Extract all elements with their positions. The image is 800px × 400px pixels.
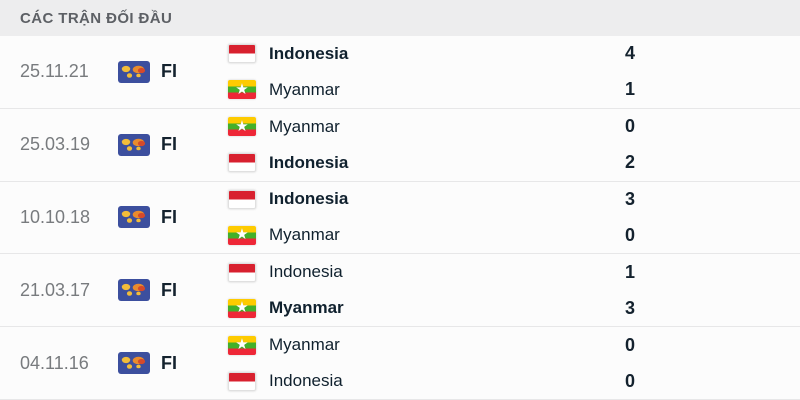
indonesia-flag-icon xyxy=(228,371,256,391)
team-line: Indonesia xyxy=(228,368,625,394)
team-name: Indonesia xyxy=(269,43,349,63)
team-name: Myanmar xyxy=(269,335,340,355)
competition-code: FI xyxy=(161,61,177,82)
teams-column: ★ Myanmar Indonesia xyxy=(228,332,625,394)
team-score: 3 xyxy=(625,188,636,209)
scores-column: 1 3 xyxy=(625,259,780,321)
team-line: ★ Myanmar xyxy=(228,222,625,248)
competition: FI xyxy=(118,133,228,156)
myanmar-flag-icon: ★ xyxy=(228,225,256,245)
team-line: ★ Myanmar xyxy=(228,114,625,140)
competition-code: FI xyxy=(161,134,177,155)
myanmar-flag-icon: ★ xyxy=(228,117,256,137)
star-icon: ★ xyxy=(235,336,249,354)
match-date: 04.11.16 xyxy=(20,352,89,373)
myanmar-flag-icon: ★ xyxy=(228,335,256,355)
competition-code: FI xyxy=(161,352,177,373)
team-name: Myanmar xyxy=(269,298,344,318)
team-line: Indonesia xyxy=(228,186,625,212)
teams-column: Indonesia ★ Myanmar xyxy=(228,41,625,103)
team-line: ★ Myanmar xyxy=(228,332,625,358)
scores-column: 3 0 xyxy=(625,186,780,248)
competition: FI xyxy=(118,60,228,83)
world-map-icon xyxy=(118,133,150,156)
myanmar-flag-icon: ★ xyxy=(228,80,256,100)
match-row[interactable]: 10.10.18 FI Indonesia ★ Myanmar 3 xyxy=(0,181,800,255)
team-score: 1 xyxy=(625,79,636,100)
indonesia-flag-icon xyxy=(228,262,256,282)
teams-column: Indonesia ★ Myanmar xyxy=(228,186,625,248)
star-icon: ★ xyxy=(235,80,249,98)
match-date: 10.10.18 xyxy=(20,206,91,227)
team-line: ★ Myanmar xyxy=(228,77,625,103)
team-score: 0 xyxy=(625,370,636,391)
team-name: Myanmar xyxy=(269,79,340,99)
competition: FI xyxy=(118,206,228,229)
scores-column: 0 2 xyxy=(625,114,780,176)
match-row[interactable]: 04.11.16 FI ★ Myanmar Indonesia 0 xyxy=(0,327,800,400)
competition-code: FI xyxy=(161,206,177,227)
star-icon: ★ xyxy=(235,117,249,135)
team-name: Indonesia xyxy=(269,371,343,391)
team-score: 3 xyxy=(625,297,636,318)
world-map-icon xyxy=(118,206,150,229)
match-row[interactable]: 21.03.17 FI Indonesia ★ Myanmar 1 xyxy=(0,254,800,328)
team-line: Indonesia xyxy=(228,41,625,67)
world-map-icon xyxy=(118,352,150,375)
indonesia-flag-icon xyxy=(228,153,256,173)
match-row[interactable]: 25.03.19 FI ★ Myanmar Indonesia 0 xyxy=(0,108,800,182)
page-title: CÁC TRẬN ĐỐI ĐẦU xyxy=(20,9,173,27)
team-line: Indonesia xyxy=(228,150,625,176)
teams-column: Indonesia ★ Myanmar xyxy=(228,259,625,321)
myanmar-flag-icon: ★ xyxy=(228,298,256,318)
star-icon: ★ xyxy=(235,226,249,244)
match-row[interactable]: 25.11.21 FI Indonesia ★ Myanmar 4 xyxy=(0,36,800,109)
match-date: 25.11.21 xyxy=(20,61,89,82)
team-name: Myanmar xyxy=(269,116,340,136)
competition-code: FI xyxy=(161,279,177,300)
team-line: Indonesia xyxy=(228,259,625,285)
scores-column: 4 1 xyxy=(625,41,780,103)
star-icon: ★ xyxy=(235,299,249,317)
team-name: Indonesia xyxy=(269,152,349,172)
team-name: Myanmar xyxy=(269,225,340,245)
team-score: 0 xyxy=(625,116,636,137)
match-date: 21.03.17 xyxy=(20,279,91,300)
section-header: CÁC TRẬN ĐỐI ĐẦU xyxy=(0,0,800,36)
scores-column: 0 0 xyxy=(625,332,780,394)
team-score: 0 xyxy=(625,334,636,355)
indonesia-flag-icon xyxy=(228,44,256,64)
world-map-icon xyxy=(118,279,150,302)
world-map-icon xyxy=(118,60,150,83)
team-name: Indonesia xyxy=(269,262,343,282)
teams-column: ★ Myanmar Indonesia xyxy=(228,114,625,176)
indonesia-flag-icon xyxy=(228,189,256,209)
competition: FI xyxy=(118,279,228,302)
team-score: 2 xyxy=(625,152,636,173)
competition: FI xyxy=(118,352,228,375)
team-score: 1 xyxy=(625,261,636,282)
team-score: 0 xyxy=(625,224,636,245)
head-to-head-match-list: 25.11.21 FI Indonesia ★ Myanmar 4 xyxy=(0,36,800,400)
match-date: 25.03.19 xyxy=(20,134,91,155)
team-line: ★ Myanmar xyxy=(228,295,625,321)
team-name: Indonesia xyxy=(269,189,349,209)
team-score: 4 xyxy=(625,43,636,64)
